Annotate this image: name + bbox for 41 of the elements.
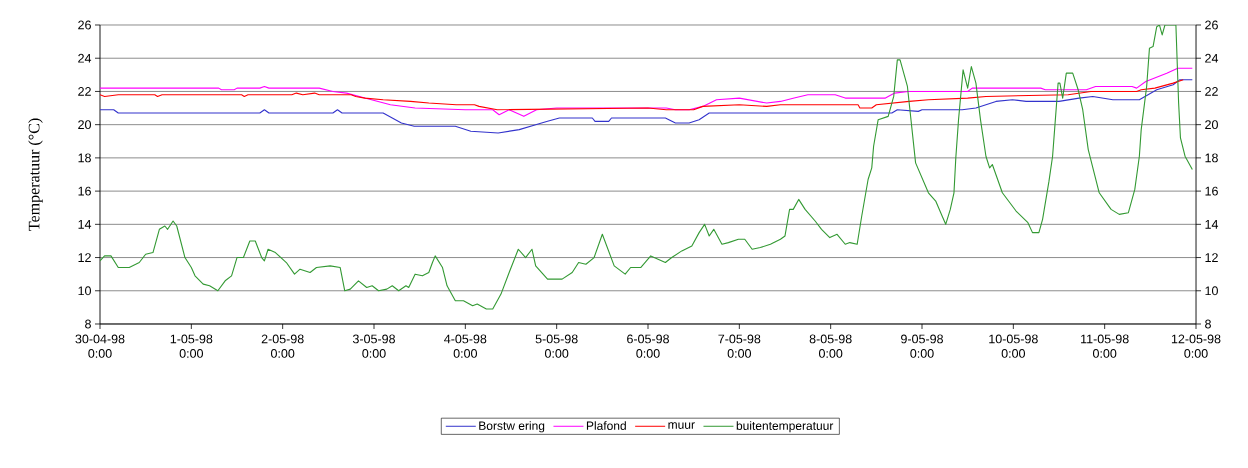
y-tick-label: 26 [78,20,91,30]
line-series [100,25,1193,310]
x-tick-label: 10-05-98 0:00 [989,334,1038,358]
y-tick-label: 14 [78,220,92,229]
x-tick-label: 6-05-98 0:00 [627,334,669,358]
x-tick-label: 12-05-98 0:00 [1171,334,1221,358]
x-tick-label: 4-05-98 0:00 [444,334,487,358]
y-tick-label: 12 [78,253,91,262]
x-tick-label: 8-05-98 0:00 [809,334,852,358]
y2-tick-label: 8 [1205,319,1211,329]
x-tick-label: 2-05-98 0:00 [261,334,304,358]
y-tick-label: 24 [78,53,92,63]
x-tick-label: 5-05-98 0:00 [535,334,578,358]
y2-tick-label: 12 [1205,253,1218,262]
legend-label: Plafond [586,421,626,430]
x-tick-label: 11-05-98 0:00 [1081,334,1129,358]
line-series [100,67,1193,117]
y-tick-label: 20 [78,120,91,130]
y2-tick-label: 16 [1205,186,1218,196]
line-series [100,79,1184,111]
legend-label: buitentemperatuur [736,421,834,433]
y2-tick-label: 26 [1205,20,1218,30]
y2-tick-label: 20 [1205,120,1218,130]
y2-tick-label: 18 [1205,153,1218,163]
x-tick-label: 3-05-98 0:00 [352,334,395,358]
y-axis-title: Temperatuur (°C) [28,118,43,231]
x-tick-label: 30-04-98 0:00 [75,334,125,358]
y2-tick-label: 10 [1205,286,1218,296]
legend-label: Borstw ering [479,421,545,433]
y2-tick-label: 24 [1205,53,1219,63]
y2-tick-label: 14 [1205,220,1219,229]
y-tick-label: 22 [78,87,91,96]
x-tick-label: 7-05-98 0:00 [718,334,761,358]
legend-label: muur [668,422,695,429]
y-tick-label: 10 [78,286,91,296]
x-tick-label: 1-05-98 0:00 [170,334,213,358]
y-tick-label: 18 [78,153,91,163]
y-tick-label: 16 [78,186,91,196]
y2-tick-label: 22 [1205,87,1218,96]
x-tick-label: 9-05-98 0:00 [901,334,943,358]
y-tick-label: 8 [85,319,91,329]
